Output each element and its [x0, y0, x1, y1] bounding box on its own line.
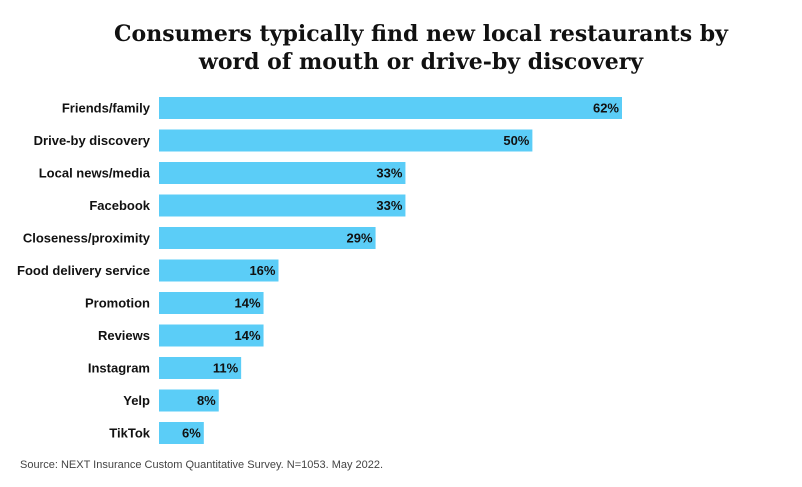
bar: [159, 97, 622, 119]
chart-title-line-1: Consumers typically find new local resta…: [114, 21, 728, 47]
category-label: Food delivery service: [17, 263, 150, 278]
value-label: 6%: [182, 426, 201, 441]
bar-group: TikTok 6%: [109, 422, 204, 444]
bar-group: Friends/family 62%: [62, 97, 622, 119]
value-label: 29%: [347, 231, 373, 246]
bar-group: Drive-by discovery 50%: [34, 129, 533, 152]
bar: [159, 194, 406, 217]
bar-group: Closeness/proximity 29%: [23, 227, 376, 249]
bar: [159, 389, 219, 412]
bar-group: Local news/media 33%: [39, 162, 406, 184]
category-label: Reviews: [98, 328, 150, 343]
category-label: Instagram: [88, 361, 150, 376]
value-label: 14%: [235, 328, 261, 343]
bar-group: Promotion 14%: [85, 292, 264, 314]
bar: [159, 259, 279, 282]
bar: [159, 292, 264, 314]
bar: [159, 357, 242, 379]
category-label: Friends/family: [62, 101, 151, 116]
category-label: Facebook: [89, 198, 150, 213]
bar-group: Food delivery service 16%: [17, 259, 279, 282]
value-label: 33%: [376, 198, 402, 213]
category-label: Yelp: [123, 393, 150, 408]
bar-group: Instagram 11%: [88, 357, 242, 379]
value-label: 62%: [593, 101, 619, 116]
bar: [159, 227, 376, 249]
category-label: Promotion: [85, 296, 150, 311]
category-label: TikTok: [109, 426, 150, 441]
chart-title: Consumers typically find new local resta…: [0, 20, 802, 76]
value-label: 50%: [503, 133, 529, 148]
value-label: 33%: [376, 166, 402, 181]
value-label: 8%: [197, 393, 216, 408]
chart-title-line-2: word of mouth or drive-by discovery: [198, 49, 644, 75]
category-label: Closeness/proximity: [23, 231, 151, 246]
bar-group: Facebook 33%: [89, 194, 406, 217]
value-label: 16%: [249, 263, 275, 278]
category-label: Drive-by discovery: [34, 133, 151, 148]
value-label: 11%: [213, 361, 239, 376]
bar: [159, 422, 204, 444]
source-note: Source: NEXT Insurance Custom Quantitati…: [20, 459, 384, 471]
category-label: Local news/media: [39, 166, 151, 181]
bar: [159, 129, 533, 152]
bar: [159, 162, 406, 184]
bar-group: Yelp 8%: [123, 389, 219, 412]
value-label: 14%: [235, 296, 261, 311]
bar: [159, 324, 264, 347]
bar-group: Reviews 14%: [98, 324, 264, 347]
